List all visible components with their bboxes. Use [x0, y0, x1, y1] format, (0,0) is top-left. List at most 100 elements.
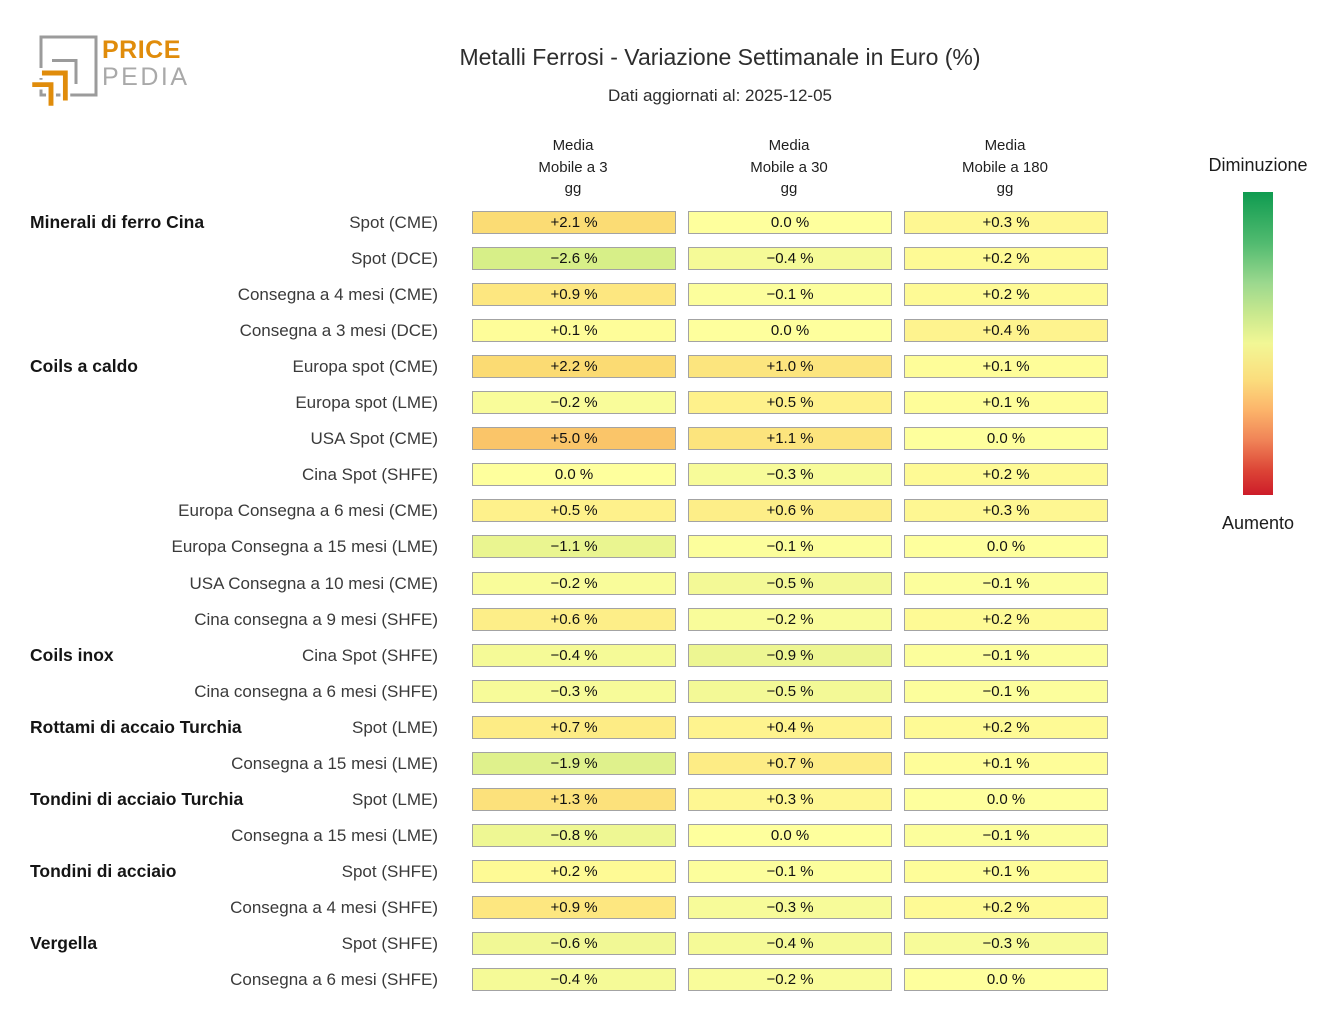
column-header: Media Mobile a 3 gg: [538, 137, 608, 197]
heatmap-cell: +2.2 %: [472, 355, 676, 378]
logo-wordmark: PRICE PEDIA: [102, 38, 190, 90]
heatmap-cell: −0.2 %: [472, 391, 676, 414]
row-label: Consegna a 3 mesi (DCE): [239, 321, 438, 340]
row-label: Europa spot (LME): [295, 393, 438, 412]
heatmap-cell: −0.1 %: [688, 860, 892, 883]
logo-pedia-text: PEDIA: [102, 63, 190, 91]
heatmap-cell: +0.1 %: [904, 355, 1108, 378]
heatmap-cell: −0.4 %: [688, 932, 892, 955]
heatmap-cell: +0.9 %: [472, 283, 676, 306]
heatmap-cell: +0.2 %: [904, 283, 1108, 306]
heatmap-cell: +0.2 %: [472, 860, 676, 883]
heatmap-cell: −0.4 %: [688, 247, 892, 270]
heatmap-cell: −0.2 %: [688, 608, 892, 631]
heatmap-cell: +5.0 %: [472, 427, 676, 450]
heatmap-cell: +0.3 %: [904, 211, 1108, 234]
legend-gradient-bar: [1243, 192, 1273, 495]
heatmap-cell: +0.2 %: [904, 463, 1108, 486]
legend-label-diminuzione: Diminuzione: [1208, 155, 1308, 175]
row-label: USA Spot (CME): [310, 429, 438, 448]
heatmap-cell: −0.8 %: [472, 824, 676, 847]
heatmap-cell: +1.0 %: [688, 355, 892, 378]
heatmap-cell: 0.0 %: [688, 824, 892, 847]
heatmap-cell: −1.1 %: [472, 535, 676, 558]
pricepedia-logo-icon: [30, 35, 98, 109]
heatmap-cell: −0.6 %: [472, 932, 676, 955]
heatmap-cell: +0.4 %: [688, 716, 892, 739]
row-label: Spot (SHFE): [341, 934, 438, 953]
heatmap-cell: +0.1 %: [904, 860, 1108, 883]
heatmap-cell: −0.1 %: [904, 680, 1108, 703]
heatmap-cell: +0.6 %: [688, 499, 892, 522]
heatmap-cell: +0.4 %: [904, 319, 1108, 342]
group-label: Coils inox: [30, 645, 114, 665]
group-label: Rottami di accaio Turchia: [30, 717, 242, 737]
legend-label-aumento: Aumento: [1221, 513, 1295, 533]
row-label: Europa spot (CME): [292, 357, 439, 376]
heatmap-cell: −0.1 %: [904, 644, 1108, 667]
group-label: Tondini di acciaio: [30, 861, 177, 881]
heatmap-cell: +0.2 %: [904, 896, 1108, 919]
heatmap-cell: −0.9 %: [688, 644, 892, 667]
heatmap-cell: −0.5 %: [688, 680, 892, 703]
row-label: Consegna a 4 mesi (SHFE): [230, 898, 438, 917]
column-header: Media Mobile a 180 gg: [962, 137, 1048, 197]
heatmap-cell: −0.4 %: [472, 968, 676, 991]
heatmap-cell: +0.9 %: [472, 896, 676, 919]
row-label: Cina consegna a 9 mesi (SHFE): [194, 610, 438, 629]
heatmap-cell: +0.3 %: [688, 788, 892, 811]
row-label: Spot (LME): [352, 790, 438, 809]
heatmap-cell: +0.6 %: [472, 608, 676, 631]
column-header: Media Mobile a 30 gg: [750, 137, 828, 197]
heatmap-cell: 0.0 %: [904, 968, 1108, 991]
heatmap-cell: −0.3 %: [904, 932, 1108, 955]
page-title: Metalli Ferrosi - Variazione Settimanale…: [459, 44, 981, 70]
heatmap-cell: +0.5 %: [688, 391, 892, 414]
row-label: Spot (DCE): [351, 249, 438, 268]
heatmap-cell: 0.0 %: [472, 463, 676, 486]
heatmap-cell: +0.1 %: [904, 391, 1108, 414]
pricepedia-logo: PRICE PEDIA: [30, 32, 230, 117]
heatmap-cell: +0.7 %: [688, 752, 892, 775]
heatmap-cell: +0.5 %: [472, 499, 676, 522]
row-label: Spot (SHFE): [341, 862, 438, 881]
row-label: Spot (LME): [352, 718, 438, 737]
heatmap-cell: +0.7 %: [472, 716, 676, 739]
heatmap-cell: 0.0 %: [904, 427, 1108, 450]
row-label: Consegna a 15 mesi (LME): [231, 754, 438, 773]
heatmap-cell: −0.3 %: [688, 463, 892, 486]
heatmap-cell: +0.2 %: [904, 608, 1108, 631]
heatmap-cell: +0.1 %: [904, 752, 1108, 775]
logo-price-text: PRICE: [102, 36, 181, 64]
heatmap-cell: +2.1 %: [472, 211, 676, 234]
row-label: Cina Spot (SHFE): [301, 465, 438, 484]
heatmap-cell: 0.0 %: [904, 535, 1108, 558]
page-subtitle: Dati aggiornati al: 2025-12-05: [608, 86, 832, 105]
heatmap-cell: −0.4 %: [472, 644, 676, 667]
group-label: Vergella: [30, 933, 98, 953]
row-label: Spot (CME): [349, 213, 438, 232]
row-label: Cina Spot (SHFE): [301, 646, 438, 665]
heatmap-cell: +0.2 %: [904, 247, 1108, 270]
group-label: Tondini di acciaio Turchia: [30, 789, 244, 809]
heatmap-cell: 0.0 %: [904, 788, 1108, 811]
row-label: Consegna a 6 mesi (SHFE): [230, 970, 438, 989]
heatmap-cell: −0.5 %: [688, 572, 892, 595]
row-label: Consegna a 15 mesi (LME): [231, 826, 438, 845]
heatmap-cell: +0.2 %: [904, 716, 1108, 739]
heatmap-cell: −0.2 %: [472, 572, 676, 595]
heatmap-cell: −0.3 %: [688, 896, 892, 919]
heatmap-cell: −0.1 %: [904, 572, 1108, 595]
heatmap-cell: −1.9 %: [472, 752, 676, 775]
heatmap-cell: −0.1 %: [904, 824, 1108, 847]
row-label: Europa Consegna a 15 mesi (LME): [171, 537, 438, 556]
row-label: Europa Consegna a 6 mesi (CME): [178, 501, 438, 520]
row-label: USA Consegna a 10 mesi (CME): [189, 574, 439, 593]
heatmap-cell: −2.6 %: [472, 247, 676, 270]
heatmap-cell: +1.3 %: [472, 788, 676, 811]
heatmap-cell: −0.1 %: [688, 283, 892, 306]
heatmap-cell: +1.1 %: [688, 427, 892, 450]
heatmap-cell: −0.3 %: [472, 680, 676, 703]
group-label: Minerali di ferro Cina: [30, 212, 205, 232]
